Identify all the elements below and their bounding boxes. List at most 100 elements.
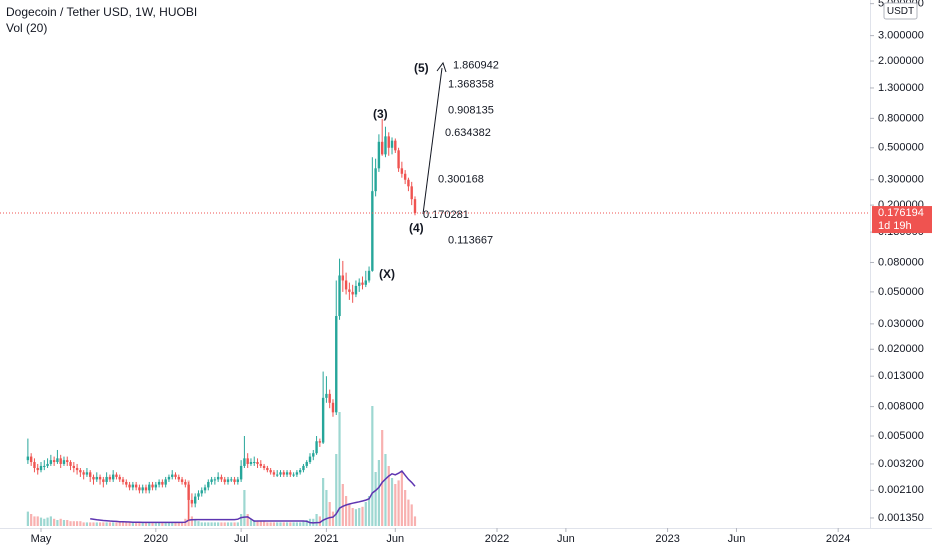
candle-body xyxy=(400,168,404,174)
candle-body xyxy=(171,474,174,477)
fib-level-label: 0.113667 xyxy=(448,234,493,246)
volume-bar xyxy=(33,516,36,526)
volume-bar xyxy=(194,520,197,526)
candle-body xyxy=(318,441,322,443)
candle-body xyxy=(157,481,161,485)
candle-body xyxy=(85,472,89,475)
wave-label: (X) xyxy=(379,267,395,281)
candle-body xyxy=(367,270,371,281)
candle-body xyxy=(75,467,79,471)
volume-bar xyxy=(36,516,39,526)
volume-bar xyxy=(203,522,207,526)
candle-body xyxy=(167,476,171,480)
candle-body xyxy=(66,460,69,463)
candle-body xyxy=(62,460,66,464)
volume-bar xyxy=(285,522,289,526)
y-tick-label: 0.003200 xyxy=(878,458,924,470)
candle-body xyxy=(59,458,62,464)
candle-body xyxy=(52,460,56,463)
candle-body xyxy=(79,470,82,473)
candle-body xyxy=(361,282,364,285)
candle-body xyxy=(338,275,341,317)
candle-body xyxy=(177,476,180,480)
fib-level-label: 0.908135 xyxy=(448,104,494,116)
candle-body xyxy=(207,481,210,488)
volume-bar xyxy=(154,522,157,526)
candle-body xyxy=(259,463,263,466)
volume-bar xyxy=(279,522,282,526)
candle-body xyxy=(305,462,308,466)
candle-body xyxy=(315,441,318,454)
volume-bar xyxy=(364,502,367,526)
y-tick-label: 0.002100 xyxy=(878,484,924,496)
y-tick-label: 0.020000 xyxy=(878,343,924,355)
volume-bar xyxy=(371,406,374,526)
fib-level-label: 0.170281 xyxy=(423,209,469,221)
volume-bar xyxy=(344,496,348,526)
candle-body xyxy=(276,474,279,476)
candle-body xyxy=(82,472,85,475)
candle-body xyxy=(266,467,269,471)
volume-bar xyxy=(121,522,125,526)
x-tick-label: 2024 xyxy=(826,533,850,545)
candle-body xyxy=(26,456,30,461)
wave-label: (3) xyxy=(373,107,388,121)
candle-body xyxy=(302,465,305,471)
candle-body xyxy=(69,462,72,466)
candle-body xyxy=(115,474,118,477)
candle-body xyxy=(141,487,144,491)
volume-bar xyxy=(351,508,354,526)
candle-body xyxy=(364,280,367,285)
candle-body xyxy=(33,462,36,468)
volume-bar xyxy=(59,518,62,526)
volume-bar xyxy=(325,490,328,526)
volume-bar xyxy=(233,522,236,526)
candle-body xyxy=(351,291,354,295)
volume-bar xyxy=(115,522,118,526)
volume-bar xyxy=(269,522,272,526)
volume-bar xyxy=(112,522,115,526)
volume-bar xyxy=(331,511,335,526)
volume-bar xyxy=(226,522,230,526)
fib-level-label: 0.300168 xyxy=(438,174,484,186)
y-tick-label: 2.000000 xyxy=(878,55,924,67)
volume-bar xyxy=(292,522,295,526)
candle-body xyxy=(279,472,282,475)
volume-bar xyxy=(236,522,239,526)
candle-body xyxy=(407,179,410,187)
y-tick-label: 0.013000 xyxy=(878,370,924,382)
y-tick-label: 0.001350 xyxy=(878,512,924,524)
candle-body xyxy=(36,467,39,471)
volume-bar xyxy=(315,514,318,526)
candle-body xyxy=(246,458,249,464)
candle-body xyxy=(105,476,108,482)
volume-bar xyxy=(394,484,397,526)
candle-body xyxy=(243,458,246,466)
candles xyxy=(26,119,417,521)
volume-bar xyxy=(180,522,184,526)
volume-bar xyxy=(26,511,29,526)
candle-body xyxy=(108,476,112,480)
volume-bar xyxy=(387,466,390,526)
chart-title: Dogecoin / Tether USD, 1W, HUOBI xyxy=(6,5,197,19)
arrow-head xyxy=(436,61,447,73)
volume-bar xyxy=(220,522,223,526)
candle-body xyxy=(384,136,387,155)
fib-level-label: 1.368358 xyxy=(448,79,494,91)
candle-body xyxy=(233,479,236,482)
candle-body xyxy=(256,462,259,464)
volume-bar xyxy=(102,522,105,526)
candle-body xyxy=(321,397,325,443)
volume-bar xyxy=(223,522,226,526)
volume-bar xyxy=(266,522,269,526)
candle-body xyxy=(125,481,128,485)
volume-bar xyxy=(144,522,148,526)
volume-bar xyxy=(190,516,194,526)
candle-body xyxy=(413,199,417,214)
volume-bar xyxy=(410,504,413,526)
fib-level-label: 0.634382 xyxy=(445,127,491,139)
volume-bar xyxy=(56,520,59,526)
candle-body xyxy=(29,456,33,463)
candle-body xyxy=(358,282,361,286)
